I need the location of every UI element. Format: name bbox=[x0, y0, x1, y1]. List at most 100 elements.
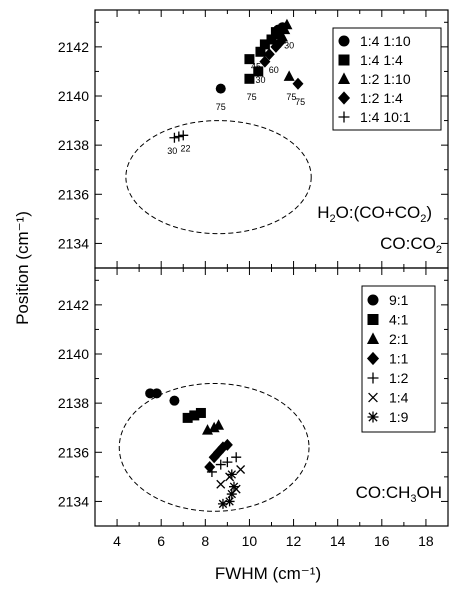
data-point-square bbox=[259, 39, 270, 50]
data-point-plus bbox=[231, 452, 242, 463]
data-point-square bbox=[255, 46, 266, 57]
legend-marker-plus bbox=[338, 111, 350, 123]
data-point-diamond bbox=[292, 77, 304, 90]
legend-frame-top bbox=[332, 27, 442, 131]
point-label: 22 bbox=[180, 144, 190, 154]
data-marks-top bbox=[169, 18, 304, 143]
point-label: 30 bbox=[255, 75, 265, 85]
data-point-cross bbox=[216, 479, 226, 489]
axis-ticks-bottom: 2134 2136 2138 2140 2142 bbox=[58, 268, 448, 527]
x-tick-label: 4 bbox=[113, 533, 121, 549]
point-label: 60 bbox=[269, 65, 279, 75]
legend-bottom: 9:1 4:1 2:1 1:1 1:2 1:4 1:9 bbox=[361, 285, 436, 433]
data-point-square bbox=[270, 27, 281, 38]
data-point-diamond bbox=[204, 461, 216, 474]
data-point-cross bbox=[236, 465, 246, 474]
data-point-circle bbox=[169, 395, 180, 406]
legend-label: 4:1 bbox=[389, 312, 409, 328]
data-point-star bbox=[226, 469, 237, 480]
y-axis-label: Position (cm⁻¹) bbox=[13, 211, 32, 325]
data-point-square bbox=[253, 66, 264, 77]
y-tick-label: 2140 bbox=[58, 346, 89, 362]
x-tick-label: 8 bbox=[201, 533, 209, 549]
y-tick-label: 2134 bbox=[58, 235, 89, 251]
ellipse-region-bottom bbox=[118, 382, 310, 512]
point-label: 75 bbox=[286, 92, 296, 102]
legend-marker-cross bbox=[368, 392, 378, 403]
point-label: 75 bbox=[295, 97, 305, 107]
y-tick-label: 2138 bbox=[58, 395, 89, 411]
data-point-plus bbox=[178, 130, 189, 141]
data-point-diamond bbox=[274, 35, 286, 48]
ellipse-region-top bbox=[125, 120, 312, 235]
data-point-star bbox=[228, 481, 239, 492]
data-point-square bbox=[182, 412, 193, 423]
legend-marker-square bbox=[367, 314, 379, 325]
y-tick-label: 2142 bbox=[58, 297, 89, 313]
legend-marker-circle bbox=[338, 35, 350, 47]
panel-bottom: 2134 2136 2138 2140 2142 9:1 4:1 2:1 1:1 1:2 1:4 1… bbox=[58, 267, 449, 527]
data-point-star bbox=[217, 498, 228, 509]
point-label: 75 bbox=[247, 92, 257, 102]
y-tick-label: 2142 bbox=[58, 39, 89, 55]
annotation-mixture-bottom: CO:CH3OH bbox=[356, 483, 442, 505]
data-point-square bbox=[244, 54, 255, 65]
legend-frame-bottom bbox=[361, 285, 436, 433]
legend-marker-star bbox=[367, 411, 379, 423]
x-tick-labels: 4 6 8 10 12 14 16 18 bbox=[113, 533, 434, 549]
point-label: 75 bbox=[216, 102, 226, 112]
legend-marker-diamond bbox=[337, 91, 351, 105]
data-point-plus bbox=[206, 466, 217, 477]
y-tick-label: 2136 bbox=[58, 444, 89, 460]
x-tick-label: 14 bbox=[330, 533, 346, 549]
data-point-plus bbox=[215, 459, 226, 470]
data-point-square bbox=[244, 73, 255, 84]
legend-marker-diamond bbox=[366, 351, 380, 366]
legend-label: 1:4 10:1 bbox=[360, 109, 411, 125]
legend-label: 1:2 1:4 bbox=[360, 90, 403, 106]
data-point-star bbox=[226, 489, 237, 500]
axis-ticks-top: 2134 2136 2138 2140 2142 bbox=[58, 10, 448, 269]
legend-label: 1:1 bbox=[389, 351, 409, 367]
data-point-plus bbox=[169, 132, 180, 143]
dashed-ellipse bbox=[118, 382, 310, 512]
data-point-circle bbox=[151, 388, 162, 399]
y-tick-label: 2136 bbox=[58, 186, 89, 202]
data-point-diamond bbox=[259, 55, 271, 68]
x-tick-label: 10 bbox=[242, 533, 258, 549]
legend-label: 1:2 bbox=[389, 370, 409, 386]
data-point-plus bbox=[173, 131, 184, 142]
legend-label: 1:4 1:10 bbox=[360, 33, 411, 49]
data-point-triangle bbox=[283, 70, 295, 81]
point-label: 30 bbox=[284, 40, 294, 50]
y-tick-label: 2134 bbox=[58, 493, 89, 509]
x-tick-label: 18 bbox=[418, 533, 434, 549]
data-point-square bbox=[189, 410, 200, 421]
legend-marker-triangle bbox=[366, 332, 380, 344]
point-label: 45 bbox=[251, 61, 261, 71]
y-tick-label: 2140 bbox=[58, 88, 89, 104]
annotation-ratio-top: H2O:(CO+CO2) bbox=[317, 203, 432, 225]
legend-top: 1:4 1:10 1:4 1:4 1:2 1:10 1:2 1:4 1:4 10:1 bbox=[332, 27, 442, 131]
x-axis-label: FWHM (cm⁻¹) bbox=[215, 564, 321, 583]
x-tick-label: 6 bbox=[157, 533, 165, 549]
annotation-mixture-top: CO:CO2 bbox=[380, 234, 442, 256]
legend-label: 1:4 bbox=[389, 390, 409, 406]
x-tick-label: 12 bbox=[286, 533, 302, 549]
data-point-square bbox=[195, 407, 206, 418]
x-tick-label: 16 bbox=[374, 533, 390, 549]
data-marks-bottom bbox=[145, 388, 246, 509]
point-label: 30 bbox=[167, 146, 177, 156]
data-point-square bbox=[266, 34, 277, 45]
data-point-triangle bbox=[213, 419, 225, 430]
data-point-diamond bbox=[263, 48, 275, 61]
legend-marker-circle bbox=[367, 294, 379, 306]
legend-marker-square bbox=[338, 54, 350, 66]
legend-label: 1:2 1:10 bbox=[360, 71, 411, 87]
data-point-diamond bbox=[221, 438, 233, 451]
legend-label: 9:1 bbox=[389, 292, 409, 308]
data-point-plus bbox=[222, 457, 233, 468]
data-point-star bbox=[224, 496, 235, 507]
